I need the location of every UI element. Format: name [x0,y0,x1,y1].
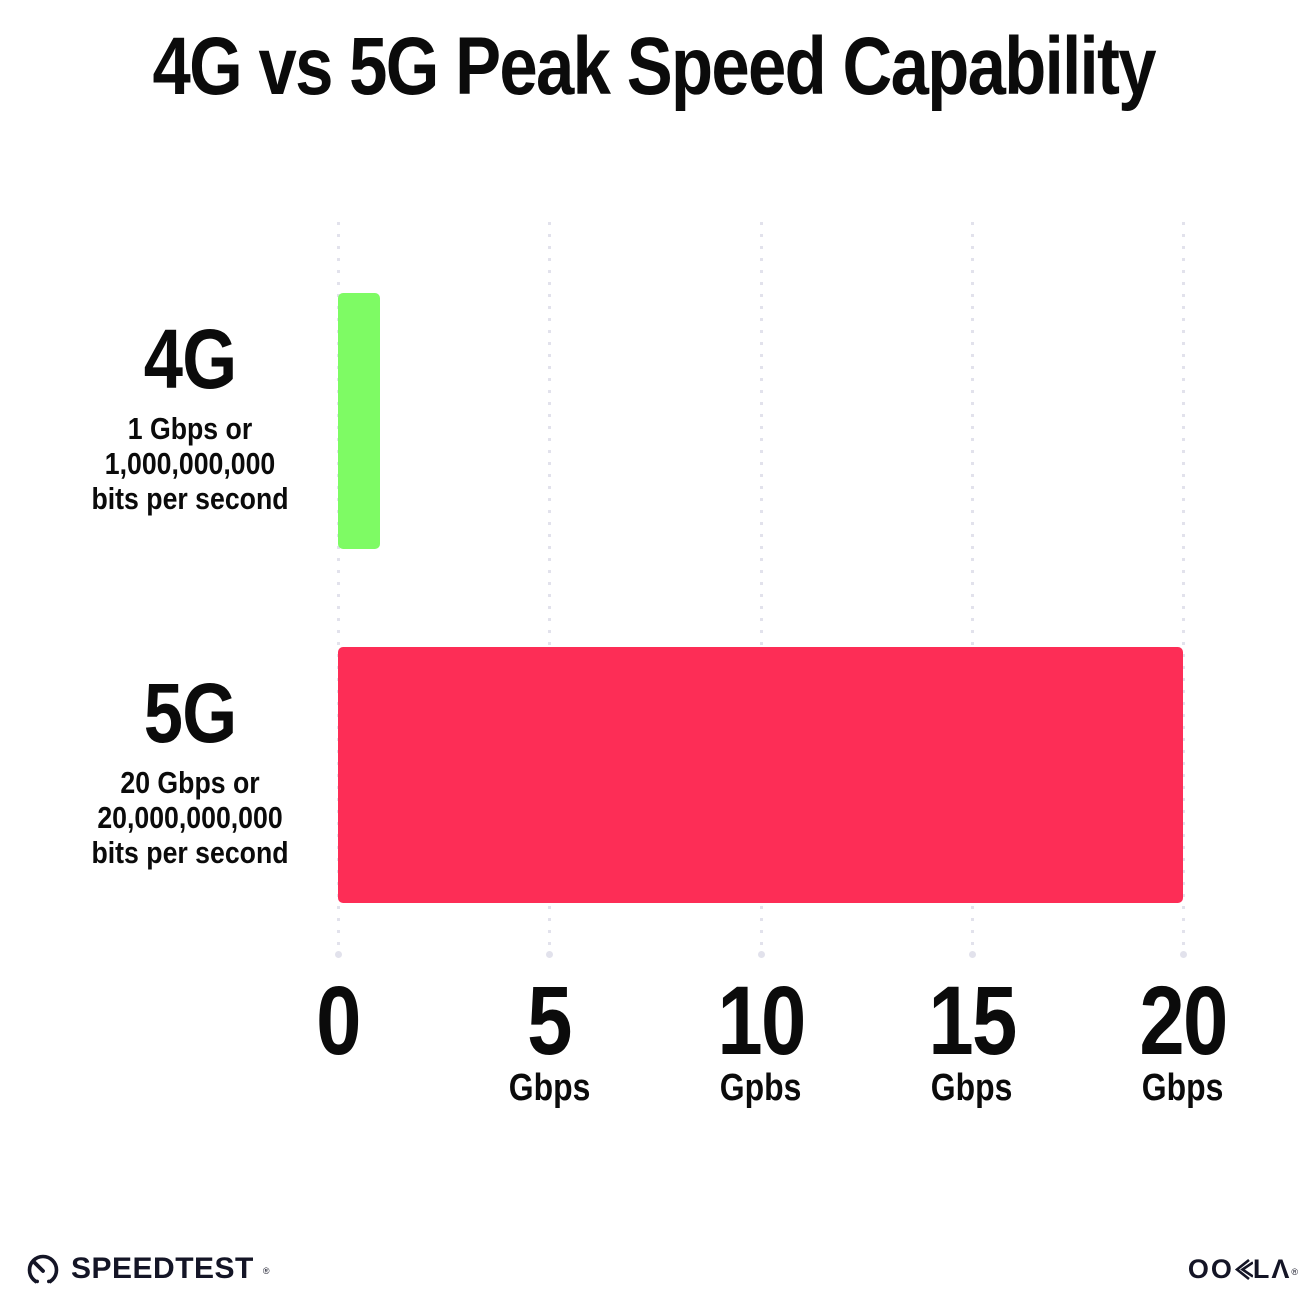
x-tick-value: 15 [928,966,1017,1075]
bar-4g [338,293,381,549]
x-tick-20: 20 Gbps [1073,966,1293,1110]
ookla-logo: OO LΛ ® [1188,1254,1298,1285]
chart-title: 4G vs 5G Peak Speed Capability [0,20,1308,114]
x-tick-unit: Gpbs [719,1067,802,1110]
speedtest-logo: SPEEDTEST ® [24,1250,270,1288]
row-label-title: 4G [143,312,237,406]
gridline-15 [968,222,976,958]
x-tick-value: 10 [716,966,806,1075]
x-tick-5: 5 Gbps [439,966,659,1110]
x-tick-unit: Gbps [930,1067,1013,1110]
ookla-trademark: ® [1291,1266,1298,1277]
x-tick-value: 20 [1139,966,1228,1075]
gridline-10 [757,222,765,958]
x-tick-10: 10 Gpbs [651,966,871,1110]
ookla-k-icon [1234,1258,1254,1281]
row-label-5g: 5G 20 Gbps or 20,000,000,000 bits per secon… [40,671,340,870]
gridline-0 [335,222,342,958]
x-tick-15: 15 Gbps [862,966,1082,1110]
chart-title-text: 4G vs 5G Peak Speed Capability [152,21,1157,112]
x-tick-unit: Gbps [508,1067,591,1110]
x-tick-value: 0 [316,966,361,1075]
speedtest-wordmark: SPEEDTEST [71,1252,254,1285]
x-tick-unit: Gbps [1142,1067,1224,1110]
gridline-20 [1180,222,1187,958]
x-tick-0: 0 [228,966,448,1075]
row-label-description: 20 Gbps or 20,000,000,000 bits per second [91,765,289,870]
speedtest-trademark: ® [262,1266,270,1276]
row-label-title: 5G [143,666,237,760]
speedtest-gauge-icon [27,1254,59,1288]
gridline-5 [546,222,554,958]
x-tick-value: 5 [527,966,572,1075]
row-label-description: 1 Gbps or 1,000,000,000 bits per second [91,411,289,516]
ookla-wordmark: OO LΛ [1187,1254,1292,1284]
row-label-4g: 4G 1 Gbps or 1,000,000,000 bits per second [40,317,340,516]
bar-5g [338,647,1183,903]
